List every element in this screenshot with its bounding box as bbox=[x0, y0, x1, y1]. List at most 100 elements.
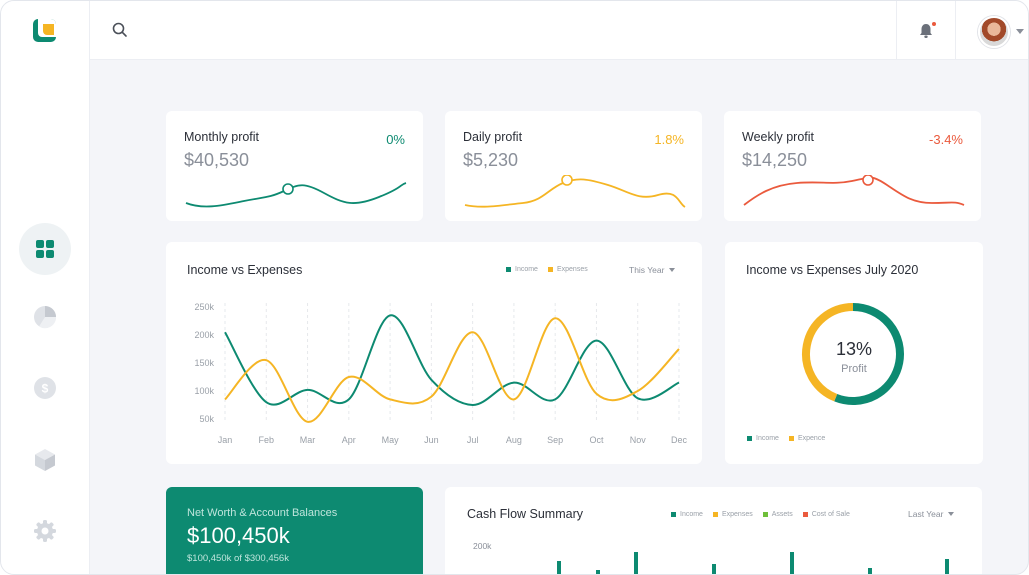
sparkline bbox=[743, 175, 965, 206]
period-dropdown[interactable]: This Year bbox=[629, 265, 676, 275]
stat-title: Monthly profit bbox=[184, 130, 260, 144]
cashflow-legend: Income Expenses Assets Cost of Sale bbox=[671, 511, 850, 518]
card-title: Income vs Expenses bbox=[187, 263, 303, 277]
stat-card-weekly: Weekly profit $14,250 -3.4% bbox=[724, 111, 981, 221]
y-tick-label: 100k bbox=[194, 386, 214, 396]
legend-item-income: Income bbox=[747, 435, 779, 442]
x-tick-label: Aug bbox=[506, 435, 522, 445]
donut-label: Profit bbox=[841, 363, 867, 375]
search-icon[interactable] bbox=[112, 22, 128, 38]
legend-label: Income bbox=[515, 266, 538, 273]
stat-change: 1.8% bbox=[654, 132, 684, 147]
y-tick-label: 50k bbox=[199, 414, 214, 424]
donut-slice-income bbox=[834, 303, 904, 405]
bar bbox=[557, 561, 561, 574]
dollar-icon: $ bbox=[34, 377, 56, 399]
networth-card: Net Worth & Account Balances $100,450k $… bbox=[166, 487, 423, 574]
stat-value: $40,530 bbox=[184, 150, 250, 170]
grid-icon bbox=[36, 240, 54, 258]
avatar[interactable] bbox=[978, 16, 1010, 48]
stat-change: 0% bbox=[386, 132, 405, 147]
sidebar-item-finance[interactable]: $ bbox=[19, 362, 71, 414]
stat-title: Daily profit bbox=[463, 130, 523, 144]
x-tick-label: Sep bbox=[547, 435, 563, 445]
legend-label: Income bbox=[756, 435, 779, 442]
bar bbox=[790, 552, 794, 574]
chevron-down-icon[interactable] bbox=[1016, 29, 1024, 34]
legend-label: Expence bbox=[797, 435, 826, 442]
legend-label: Cost of Sale bbox=[811, 511, 850, 518]
stat-change: -3.4% bbox=[929, 132, 963, 147]
sidebar-item-products[interactable] bbox=[19, 434, 71, 486]
legend-label: Expenses bbox=[556, 266, 588, 273]
y-tick-label: 250k bbox=[194, 302, 214, 312]
bar bbox=[945, 559, 949, 574]
logo-icon[interactable] bbox=[33, 19, 56, 42]
donut-legend: Income Expence bbox=[747, 435, 825, 442]
period-label: Last Year bbox=[908, 509, 944, 519]
notification-dot bbox=[931, 21, 937, 27]
x-tick-label: Jul bbox=[467, 435, 479, 445]
stat-card-monthly: Monthly profit $40,530 0% bbox=[166, 111, 423, 221]
legend-item-expenses: Expenses bbox=[712, 511, 753, 518]
bar bbox=[712, 564, 716, 574]
donut-value: 13% bbox=[835, 339, 873, 359]
legend-item-assets: Assets bbox=[762, 511, 793, 518]
period-label: This Year bbox=[629, 265, 665, 275]
bar bbox=[634, 552, 638, 574]
topbar bbox=[90, 1, 1028, 60]
chart-legend: Income Expenses bbox=[506, 266, 588, 273]
legend-label: Income bbox=[680, 511, 703, 518]
x-tick-label: Oct bbox=[589, 435, 604, 445]
networth-value: $100,450k bbox=[187, 523, 290, 548]
stat-title: Weekly profit bbox=[742, 130, 815, 144]
legend-label: Assets bbox=[771, 511, 793, 518]
legend-item-income: Income bbox=[671, 511, 703, 518]
cashflow-bars bbox=[557, 552, 949, 574]
donut-card: Income vs Expenses July 2020 13% Profit … bbox=[725, 242, 983, 464]
x-tick-label: Feb bbox=[259, 435, 275, 445]
legend-item-expence: Expence bbox=[788, 435, 826, 442]
notifications-button[interactable] bbox=[896, 1, 956, 60]
x-tick-label: Nov bbox=[630, 435, 647, 445]
chevron-down-icon bbox=[948, 512, 955, 516]
period-dropdown[interactable]: Last Year bbox=[908, 509, 955, 519]
y-tick-label: 200k bbox=[194, 330, 214, 340]
y-tick-label: 150k bbox=[194, 358, 214, 368]
sidebar-item-settings[interactable] bbox=[19, 505, 71, 557]
pie-chart-icon bbox=[34, 306, 57, 329]
donut-chart bbox=[802, 303, 904, 405]
bar bbox=[868, 568, 872, 574]
legend-item-income: Income bbox=[506, 266, 538, 273]
sparkline bbox=[185, 182, 407, 208]
sidebar-item-reports[interactable] bbox=[19, 291, 71, 343]
sparkline bbox=[464, 175, 686, 208]
sidebar: $ bbox=[1, 1, 90, 574]
networth-sub: $100,450k of $300,456k bbox=[187, 553, 289, 564]
stat-value: $14,250 bbox=[742, 150, 808, 170]
x-tick-label: Dec bbox=[671, 435, 688, 445]
networth-title: Net Worth & Account Balances bbox=[187, 507, 338, 519]
series-line-expenses bbox=[224, 317, 680, 423]
series-line-income bbox=[224, 314, 680, 407]
y-tick-label: 200k bbox=[473, 541, 492, 551]
card-title: Cash Flow Summary bbox=[467, 507, 583, 521]
legend-item-cost-of-sale: Cost of Sale bbox=[802, 511, 850, 518]
income-expenses-card: Income vs Expenses Income Expenses This … bbox=[166, 242, 702, 464]
x-tick-label: Jan bbox=[218, 435, 233, 445]
gear-icon bbox=[34, 520, 56, 542]
card-title: Income vs Expenses July 2020 bbox=[746, 263, 919, 277]
legend-item-expenses: Expenses bbox=[547, 266, 588, 273]
x-tick-label: Jun bbox=[424, 435, 439, 445]
svg-text:$: $ bbox=[42, 382, 49, 396]
cashflow-card: Cash Flow Summary Income Expenses Assets… bbox=[445, 487, 982, 574]
line-chart: Jan Feb Mar Apr May Jun Jul Aug Sep Oct Nov Dec 250k… bbox=[194, 302, 688, 445]
stat-value: $5,230 bbox=[463, 150, 519, 170]
chevron-down-icon bbox=[669, 268, 676, 272]
x-tick-label: Apr bbox=[342, 435, 356, 445]
sidebar-item-dashboard[interactable] bbox=[19, 223, 71, 275]
bar bbox=[596, 570, 600, 574]
legend-label: Expenses bbox=[721, 511, 753, 518]
bell-icon bbox=[920, 23, 932, 38]
